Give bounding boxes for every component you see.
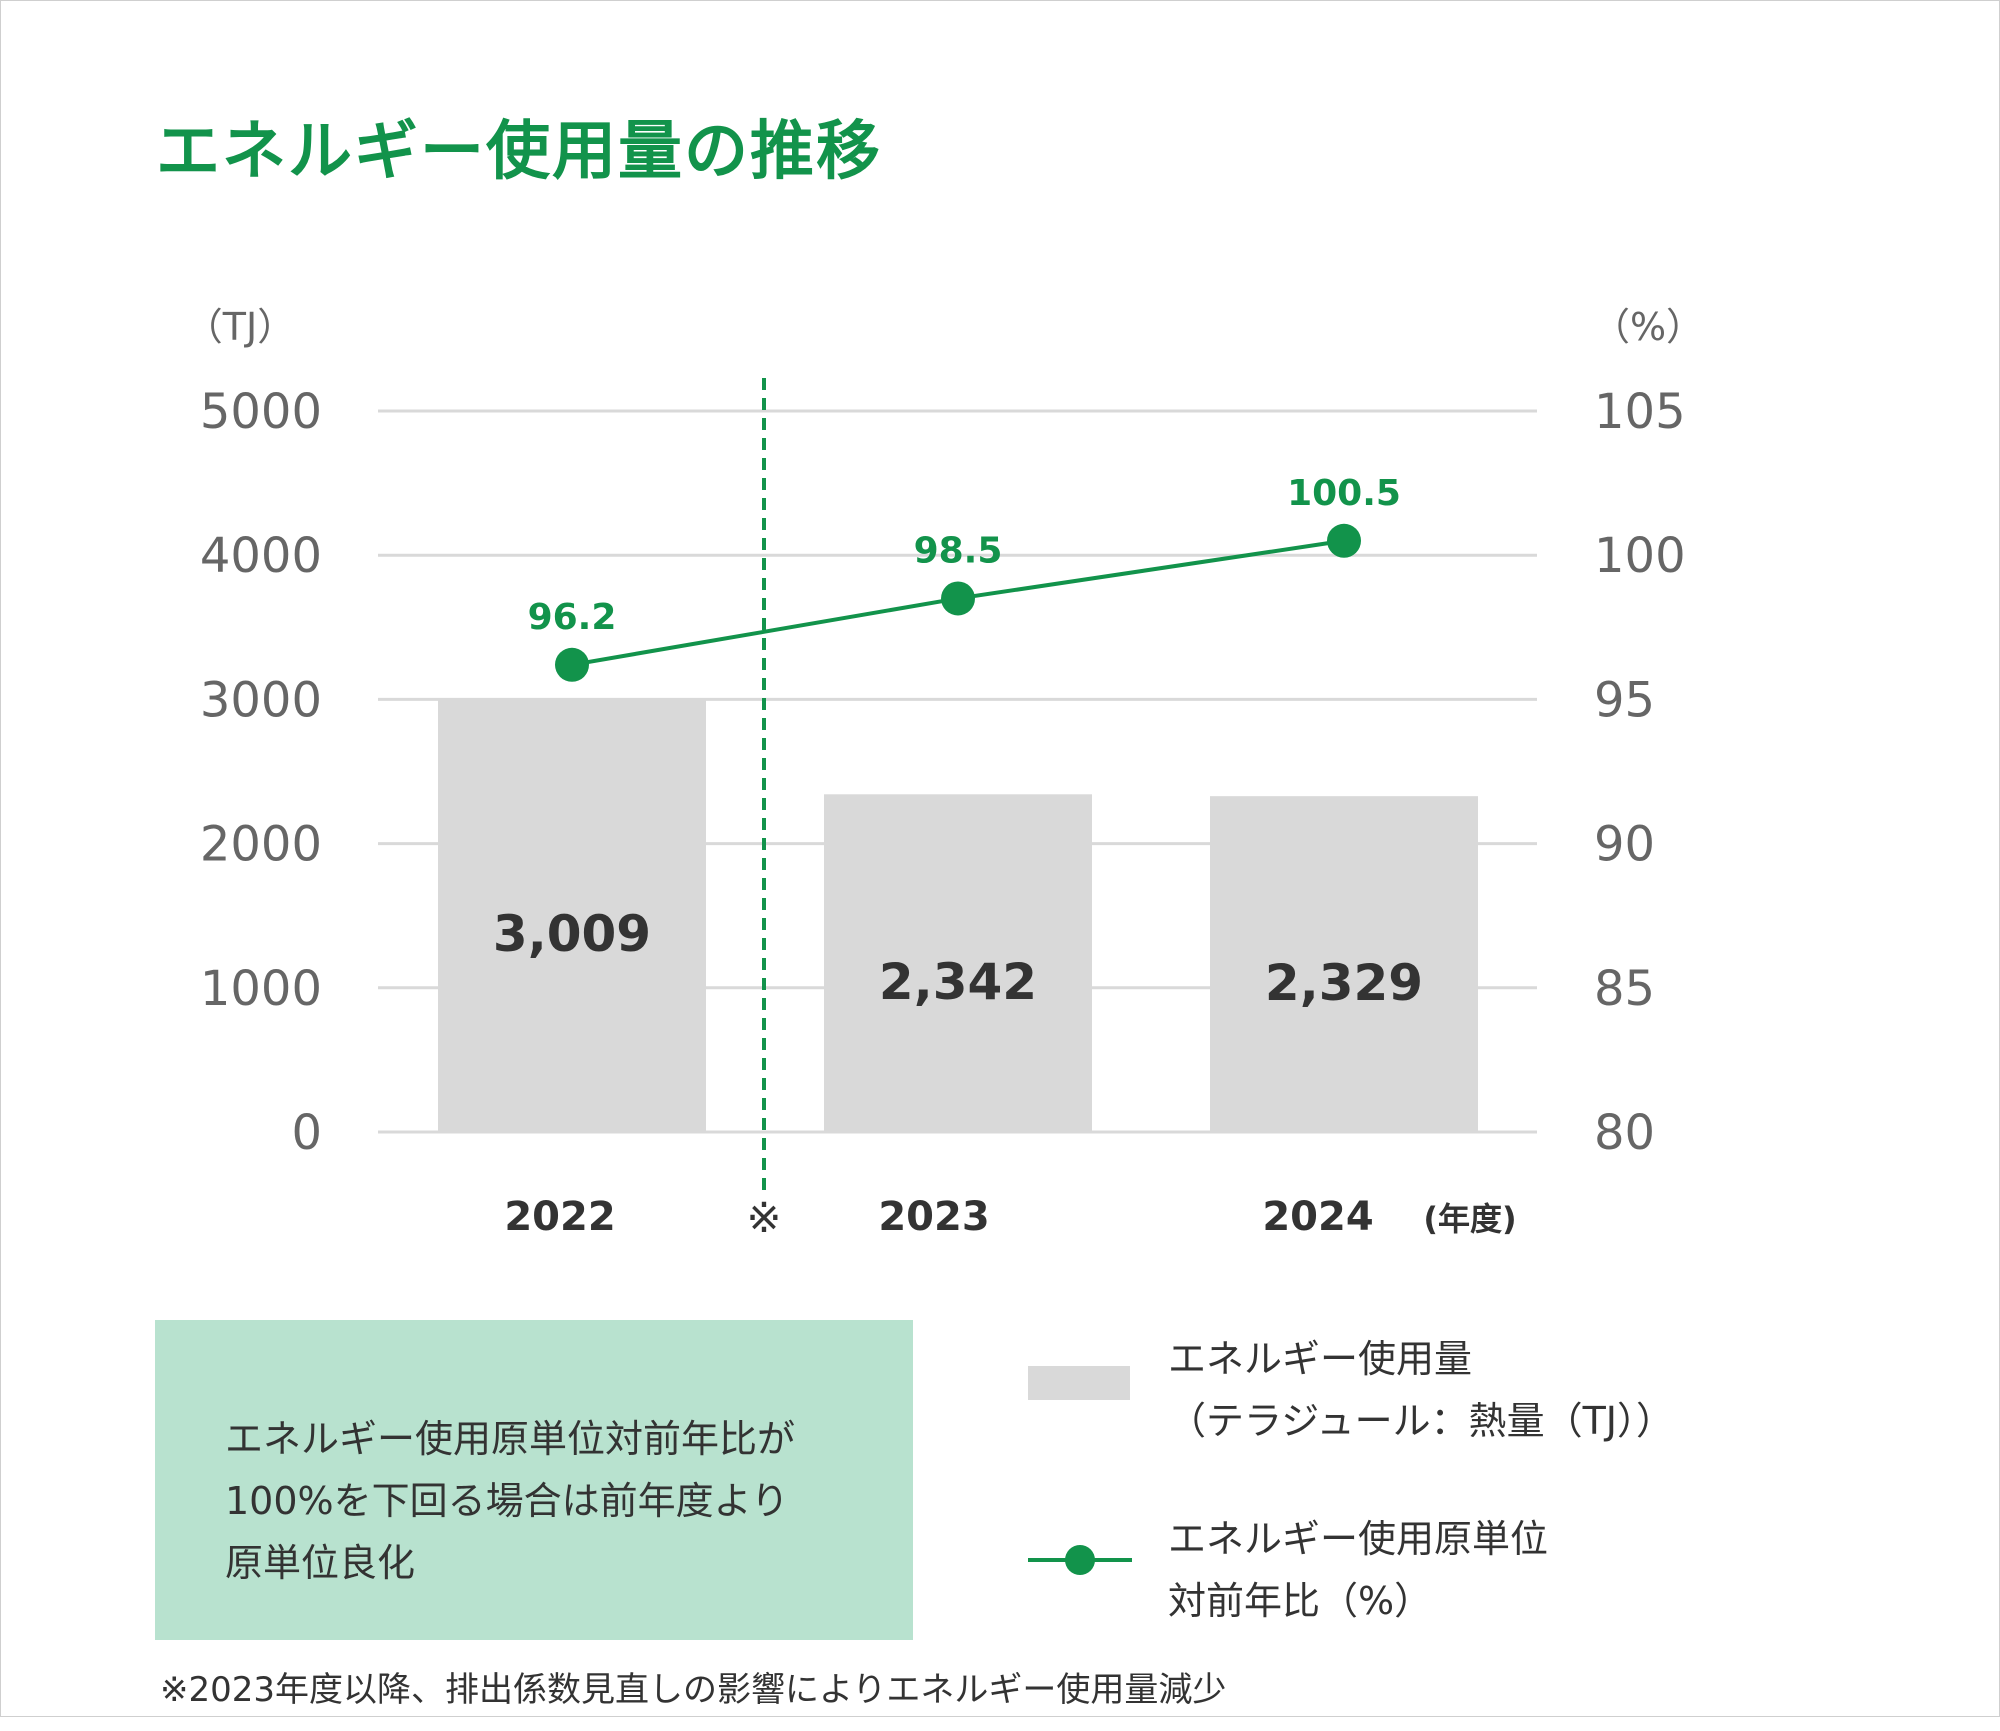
bar-value-label: 2,329 — [1265, 954, 1423, 1012]
y-right-tick-label: 100 — [1594, 528, 1686, 584]
y-right-tick-label: 85 — [1594, 961, 1655, 1017]
legend-bar-label: エネルギー使用量 — [1168, 1337, 1473, 1381]
footnote: ※2023年度以降、排出係数見直しの影響によりエネルギー使用量減少 — [160, 1670, 1227, 1710]
y-left-tick-label: 3000 — [200, 672, 322, 728]
y-left-tick-label: 2000 — [200, 817, 322, 873]
x-tick-label: 2022 — [504, 1194, 615, 1240]
bar-value-label: 2,342 — [879, 953, 1037, 1011]
bar — [438, 698, 706, 1132]
y-left-tick-label: 0 — [291, 1105, 322, 1161]
line-value-label: 96.2 — [528, 597, 617, 638]
y-right-tick-label: 80 — [1594, 1105, 1655, 1161]
legend-bar-label-unit: （テラジュール：熱量（TJ）） — [1168, 1399, 1675, 1443]
note-line: エネルギー使用原単位対前年比が — [225, 1417, 796, 1461]
y-right-tick-label: 90 — [1594, 817, 1655, 873]
bar-value-label: 3,009 — [493, 905, 651, 963]
chart-plot: 0 1000 2000 3000 4000 5000 80 85 90 95 100 105 （TJ） （… — [185, 305, 1704, 1242]
legend-line-label-unit: 対前年比（%） — [1168, 1579, 1433, 1623]
line-value-label: 98.5 — [914, 530, 1003, 571]
line-value-label: 100.5 — [1287, 473, 1401, 514]
chart-title: エネルギー使用量の推移 — [156, 115, 882, 189]
y-right-tick-label: 95 — [1594, 672, 1655, 728]
legend-line-label: エネルギー使用原単位 — [1168, 1517, 1549, 1561]
x-axis-unit-label: (年度) — [1423, 1200, 1516, 1238]
bar — [1210, 796, 1478, 1132]
y-left-unit-label: （TJ） — [185, 305, 295, 349]
divider-marker: ※ — [746, 1193, 781, 1242]
line-point — [1327, 523, 1361, 558]
note-line: 100%を下回る場合は前年度より — [225, 1479, 789, 1523]
y-right-tick-label: 105 — [1594, 384, 1686, 440]
line-point — [941, 581, 975, 616]
bar — [824, 794, 1092, 1132]
legend-bar-swatch — [1028, 1366, 1130, 1400]
x-tick-label: 2023 — [878, 1194, 989, 1240]
y-left-tick-label: 4000 — [200, 528, 322, 584]
x-tick-label: 2024 — [1262, 1194, 1373, 1240]
y-left-tick-label: 5000 — [200, 384, 322, 440]
note-line: 原単位良化 — [225, 1541, 416, 1585]
y-left-tick-label: 1000 — [200, 961, 322, 1017]
line-point — [555, 647, 589, 682]
legend-line-swatch — [1028, 1545, 1132, 1575]
note-box: エネルギー使用原単位対前年比が 100%を下回る場合は前年度より 原単位良化 — [155, 1320, 913, 1640]
y-right-unit-label: （%） — [1592, 305, 1704, 349]
